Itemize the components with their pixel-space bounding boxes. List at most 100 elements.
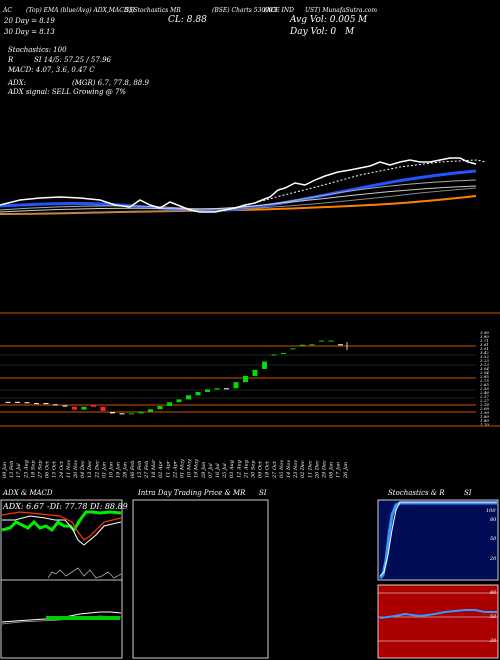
intraday-panel-title: Intra Day Trading Price & MR — [138, 489, 246, 497]
day-vol-unit: M — [345, 27, 355, 37]
stoch-tick-80: 80 — [490, 517, 497, 523]
date-tick-label: 19 May — [194, 459, 200, 478]
date-tick-label: 15 Oct — [52, 460, 58, 478]
date-tick-label: 14 Nov — [286, 460, 292, 478]
candle — [252, 369, 258, 376]
date-tick-label: 02 Dec — [300, 460, 306, 478]
adx-green-line — [1, 510, 122, 533]
price-tick-label: 2.18 — [479, 402, 489, 407]
date-tick-label: 13 Dec — [87, 460, 93, 478]
price-tick-label: 2.08 — [479, 406, 489, 411]
rsi-tick-50: 50 — [490, 614, 497, 620]
price-tick-label: 3.13 — [480, 362, 489, 367]
candles-group — [5, 340, 348, 415]
rsi-tick-80: 80 — [490, 590, 497, 596]
date-tick-label: 25 Jul — [222, 463, 228, 479]
candle — [62, 405, 68, 407]
candle — [262, 361, 267, 369]
date-tick-label: 24 Oct — [59, 460, 65, 479]
date-tick-label: 27 Oct — [272, 460, 278, 479]
header-indicators: (Top) EMA (blue/Avg) ADX,MACD,R — [26, 7, 135, 14]
candle — [195, 391, 201, 396]
adx-white-line — [2, 515, 122, 546]
adx-signal: ADX signal: SELL Growing @ 7% — [8, 88, 127, 96]
stoch-panel-frame — [377, 499, 499, 581]
candle — [319, 340, 324, 342]
stoch-blue-line — [378, 501, 497, 580]
date-tick-label: 09 Jan — [2, 462, 8, 478]
date-tick-label: 03 Aug — [229, 460, 235, 478]
avg-vol: Avg Vol: 0.005 — [290, 15, 356, 25]
price-tick-label: 1.80 — [480, 418, 489, 423]
intraday-panel-title-2: SI — [259, 489, 267, 497]
rsi-tick-20: 20 — [490, 638, 497, 644]
header-indicators-2: SI,Stochastics MR — [125, 7, 181, 14]
date-tick-label: 05 Nov — [279, 460, 285, 478]
price-dotted-line — [239, 159, 487, 208]
rsi-prefix: R — [8, 56, 14, 64]
candle — [119, 413, 125, 415]
price-tick-label: 1.99 — [480, 410, 489, 415]
candle — [224, 388, 229, 390]
header-company: (ACE IND — [264, 7, 294, 14]
candle — [338, 344, 343, 346]
ema30-label: 30 Day = 8.13 — [4, 28, 55, 36]
candle — [328, 340, 334, 342]
adx-panel-frame — [0, 499, 123, 659]
candle — [300, 344, 305, 346]
rsi-panel-frame — [377, 584, 499, 659]
price-tick-label: 3.23 — [480, 358, 489, 363]
date-tick-label: 22 Dec — [94, 460, 100, 479]
stoch-white-line — [379, 501, 497, 577]
date-tick-label: 19 Jan — [116, 462, 122, 478]
stoch-panel — [377, 499, 499, 659]
candle — [167, 402, 172, 406]
intraday-panel — [132, 499, 269, 659]
date-tick-label: 28 Jun — [201, 462, 207, 479]
date-tick-label: 18 Oct — [265, 460, 271, 478]
price-tick-label: 2.37 — [479, 394, 489, 399]
close-price: CL: 8.88 — [168, 15, 207, 25]
avg-vol-unit: M — [358, 15, 368, 25]
candle — [186, 395, 191, 400]
candle — [91, 404, 96, 407]
date-tick-label: 09 Oct — [258, 460, 264, 478]
price-tick-label: 2.65 — [479, 382, 489, 387]
price-tick-label: 1.70 — [480, 422, 489, 427]
ema20-label: 20 Day = 8.19 — [4, 17, 55, 25]
date-tick-label: 29 Dec — [322, 460, 328, 479]
price-tick-label: 3.90 — [480, 330, 489, 335]
date-tick-label: 26 Jan — [343, 462, 349, 479]
price-tick-label: 3.32 — [480, 354, 489, 359]
header-site: UST) MunafaSutra.com — [305, 7, 378, 14]
candle — [72, 406, 77, 410]
adx-legend-adx: ADX: 6.67 — [3, 502, 44, 511]
date-tick-label: 15 Feb — [137, 461, 143, 478]
date-tick-label: 30 Sep — [251, 460, 257, 478]
candle — [129, 413, 134, 415]
adx-values: (MGR) 6.7, 77.8, 88.9 — [72, 79, 149, 87]
date-tick-label: 11 Apr — [165, 460, 171, 478]
date-tick-label: 10 May — [187, 459, 193, 478]
price-axis: 3.903.803.713.613.513.423.323.233.133.04… — [479, 330, 489, 427]
stoch-panel-title: Stochastics & R — [388, 489, 445, 497]
candle — [243, 375, 248, 383]
price-tick-label: 3.42 — [480, 350, 489, 355]
candle — [214, 388, 220, 390]
candle — [205, 389, 210, 392]
candle — [290, 348, 296, 350]
price-tick-label: 3.51 — [480, 346, 489, 351]
adx-legend-plus-di: DI: 88.89 — [90, 502, 128, 511]
date-tick-label: 08 Jan — [329, 462, 335, 478]
price-tick-label: 3.71 — [480, 338, 489, 343]
adx-grey-line — [47, 567, 122, 579]
candle — [176, 399, 182, 403]
candle — [157, 405, 163, 410]
date-tick-label: 01 Jan — [101, 462, 107, 478]
adx-red-line — [1, 511, 122, 541]
intraday-panel-frame — [132, 499, 269, 659]
date-tick-label: 20 Dec — [314, 460, 320, 479]
date-tick-label: 27 Feb — [144, 461, 150, 479]
candle — [24, 402, 30, 404]
